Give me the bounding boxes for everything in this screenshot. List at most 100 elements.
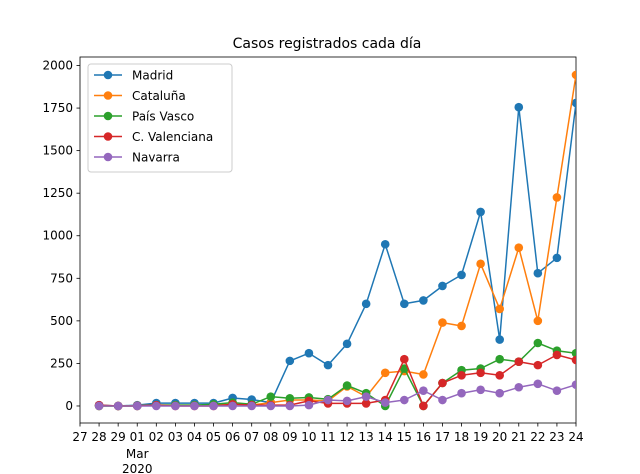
data-point — [514, 357, 524, 367]
y-tick-label: 2000 — [42, 59, 73, 73]
data-point — [323, 395, 333, 405]
data-point — [94, 401, 104, 411]
x-tick-label: 06 — [225, 430, 240, 444]
series-line — [99, 342, 576, 407]
x-tick-label: 24 — [568, 430, 583, 444]
data-point — [285, 401, 295, 411]
data-point — [361, 299, 371, 309]
x-tick-label: 17 — [435, 430, 450, 444]
data-point — [361, 399, 371, 408]
data-point — [571, 355, 576, 365]
data-point — [304, 400, 314, 410]
data-point — [266, 392, 276, 401]
legend-marker — [103, 70, 113, 80]
y-tick-label: 1000 — [42, 229, 73, 243]
x-month-label: Mar — [126, 447, 149, 461]
data-point — [533, 268, 543, 278]
data-point — [552, 386, 562, 395]
x-tick-label: 11 — [320, 430, 335, 444]
data-point — [342, 381, 352, 390]
data-point — [400, 299, 409, 309]
chart-title: Casos registrados cada día — [233, 36, 422, 52]
legend-marker — [103, 152, 113, 162]
data-point — [457, 371, 466, 380]
data-point — [209, 401, 218, 411]
data-point — [400, 395, 409, 405]
data-point — [476, 368, 485, 378]
data-point — [476, 385, 485, 395]
x-tick-label: 05 — [206, 430, 221, 444]
y-tick-label: 1500 — [42, 144, 73, 158]
data-point — [552, 193, 562, 202]
data-point — [380, 398, 390, 407]
x-tick-label: 01 — [130, 430, 145, 444]
y-tick-label: 1750 — [42, 101, 73, 115]
x-tick-label: 07 — [244, 430, 259, 444]
data-point — [113, 401, 123, 411]
data-point — [552, 253, 562, 263]
x-tick-label: 08 — [263, 430, 278, 444]
data-point — [495, 354, 504, 364]
legend-label: Cataluña — [132, 89, 186, 103]
legend-label: País Vasco — [132, 110, 194, 124]
data-point — [571, 380, 576, 389]
series-line — [99, 354, 576, 407]
data-point — [304, 348, 314, 358]
plot-area: 0 250 500 750 1000 1250 1500 1750 2000 27 28 29 01 02… — [42, 56, 584, 474]
legend-frame — [87, 63, 233, 173]
x-tick-label: 12 — [339, 430, 354, 444]
legend-label: C. Valenciana — [132, 130, 213, 144]
data-point — [380, 368, 390, 378]
data-point — [419, 401, 428, 411]
y-tick-label: 0 — [65, 399, 73, 413]
data-point — [132, 401, 142, 411]
data-point — [419, 296, 428, 305]
data-point — [533, 360, 543, 370]
data-point — [476, 207, 485, 217]
legend-label: Madrid — [132, 69, 173, 83]
data-point — [476, 259, 485, 269]
x-tick-label: 23 — [549, 430, 564, 444]
series-pa-s-vasco — [94, 338, 576, 411]
data-point — [285, 394, 295, 403]
data-point — [495, 371, 504, 380]
data-point — [514, 243, 524, 252]
data-point — [342, 339, 352, 349]
data-point — [552, 350, 562, 360]
data-point — [266, 401, 276, 411]
legend-marker — [103, 132, 113, 141]
x-tick-label: 27 — [72, 430, 87, 444]
data-point — [190, 401, 199, 411]
x-tick-label: 04 — [187, 430, 202, 444]
x-tick-label: 19 — [473, 430, 488, 444]
data-point — [533, 379, 543, 389]
data-point — [457, 388, 466, 398]
series-layer — [94, 70, 576, 411]
data-point — [171, 401, 180, 411]
data-point — [323, 360, 333, 370]
data-point — [514, 382, 524, 392]
data-point — [419, 386, 428, 395]
legend-label: Navarra — [132, 151, 180, 165]
data-point — [495, 304, 504, 314]
data-point — [571, 70, 576, 80]
legend-marker — [103, 111, 113, 121]
x-tick-label: 21 — [511, 430, 526, 444]
data-point — [495, 335, 504, 344]
data-point — [438, 318, 447, 327]
data-point — [419, 370, 428, 379]
x-tick-label: 20 — [492, 430, 507, 444]
data-point — [438, 281, 447, 291]
x-tick-label: 09 — [282, 430, 297, 444]
data-point — [514, 102, 524, 112]
x-tick-label: 16 — [416, 430, 431, 444]
data-point — [400, 354, 409, 364]
y-tick-label: 250 — [50, 356, 73, 370]
data-point — [533, 338, 543, 348]
data-point — [495, 388, 504, 398]
series-navarra — [94, 379, 576, 411]
x-tick-label: 29 — [111, 430, 126, 444]
data-point — [361, 392, 371, 401]
data-point — [438, 395, 447, 405]
